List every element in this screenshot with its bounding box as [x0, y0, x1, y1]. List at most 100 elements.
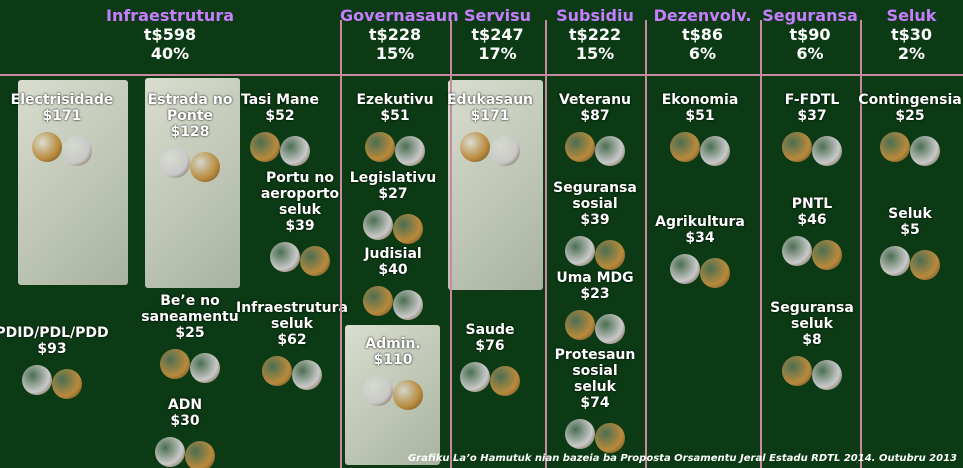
budget-item: PNTL$46	[792, 196, 832, 228]
coin	[190, 353, 220, 383]
item-amount: $27	[350, 186, 436, 202]
coin	[880, 132, 910, 162]
item-amount: $51	[662, 108, 739, 124]
coin	[300, 246, 330, 276]
header-percent: 17%	[450, 44, 545, 63]
coin	[292, 360, 322, 390]
coin	[595, 314, 625, 344]
item-amount: $25	[858, 108, 961, 124]
header-amount: t$86	[645, 25, 760, 44]
budget-item: Seguransa seluk$8	[770, 300, 854, 348]
column-header: Subsidiut$22215%	[545, 6, 645, 63]
coin	[190, 152, 220, 182]
budget-item: Estrada no Ponte$128	[148, 92, 233, 140]
item-amount: $23	[556, 286, 633, 302]
item-label: Be’e no saneamentu	[141, 293, 238, 325]
item-label: Legislativu	[350, 170, 436, 186]
header-title: Infraestrutura	[0, 6, 340, 25]
budget-item: Tasi Mane$52	[241, 92, 319, 124]
item-amount: $30	[168, 413, 202, 429]
item-amount: $110	[365, 352, 421, 368]
coin	[812, 360, 842, 390]
coin	[595, 136, 625, 166]
item-amount: $74	[555, 395, 636, 411]
item-label: PNTL	[792, 196, 832, 212]
item-amount: $171	[447, 108, 533, 124]
column-divider	[450, 20, 452, 468]
header-amount: t$228	[340, 25, 450, 44]
coin	[363, 376, 393, 406]
item-amount: $51	[356, 108, 433, 124]
item-label: ADN	[168, 397, 202, 413]
item-label: Veteranu	[559, 92, 631, 108]
coin	[812, 240, 842, 270]
item-amount: $128	[148, 124, 233, 140]
coin	[160, 148, 190, 178]
coin	[160, 349, 190, 379]
header-amount: t$247	[450, 25, 545, 44]
item-amount: $87	[559, 108, 631, 124]
budget-item: ADN$30	[168, 397, 202, 429]
coin	[782, 132, 812, 162]
header-percent: 2%	[860, 44, 963, 63]
coin	[395, 136, 425, 166]
item-label: Portu no aeroporto seluk	[261, 170, 339, 218]
budget-item: Electrisidade$171	[11, 92, 114, 124]
header-percent: 15%	[545, 44, 645, 63]
column-divider	[340, 20, 342, 468]
budget-item: Seluk$5	[888, 206, 932, 238]
budget-item: Judisial$40	[364, 246, 421, 278]
column-divider	[860, 20, 862, 468]
divider	[0, 74, 963, 76]
item-label: Seguransa seluk	[770, 300, 854, 332]
coin	[700, 136, 730, 166]
header-percent: 6%	[760, 44, 860, 63]
coin	[52, 369, 82, 399]
item-amount: $8	[770, 332, 854, 348]
coin	[700, 258, 730, 288]
header-percent: 6%	[645, 44, 760, 63]
header-title: Seluk	[860, 6, 963, 25]
item-amount: $52	[241, 108, 319, 124]
item-label: PDID/PDL/PDD	[0, 325, 109, 341]
item-label: F-FDTL	[785, 92, 840, 108]
coin	[363, 210, 393, 240]
item-amount: $62	[236, 332, 348, 348]
coin	[393, 214, 423, 244]
item-label: Infraestrutura seluk	[236, 300, 348, 332]
coin	[393, 380, 423, 410]
header-percent: 15%	[340, 44, 450, 63]
item-amount: $40	[364, 262, 421, 278]
item-label: Ekonomia	[662, 92, 739, 108]
header-percent: 40%	[0, 44, 340, 63]
coin	[490, 366, 520, 396]
item-label: Seluk	[888, 206, 932, 222]
coin	[32, 132, 62, 162]
coin	[490, 136, 520, 166]
coin	[670, 132, 700, 162]
item-amount: $171	[11, 108, 114, 124]
budget-item: Admin.$110	[365, 336, 421, 368]
item-label: Judisial	[364, 246, 421, 262]
coin	[62, 136, 92, 166]
coin	[910, 136, 940, 166]
coin	[782, 236, 812, 266]
item-label: Uma MDG	[556, 270, 633, 286]
header-title: Subsidiu	[545, 6, 645, 25]
coin	[365, 132, 395, 162]
budget-item: Veteranu$87	[559, 92, 631, 124]
coin	[460, 132, 490, 162]
coin	[565, 236, 595, 266]
budget-item: Portu no aeroporto seluk$39	[261, 170, 339, 234]
item-label: Protesaun sosial seluk	[555, 347, 636, 395]
coin	[22, 365, 52, 395]
budget-item: PDID/PDL/PDD$93	[0, 325, 109, 357]
header-amount: t$30	[860, 25, 963, 44]
header-amount: t$90	[760, 25, 860, 44]
coin	[250, 132, 280, 162]
